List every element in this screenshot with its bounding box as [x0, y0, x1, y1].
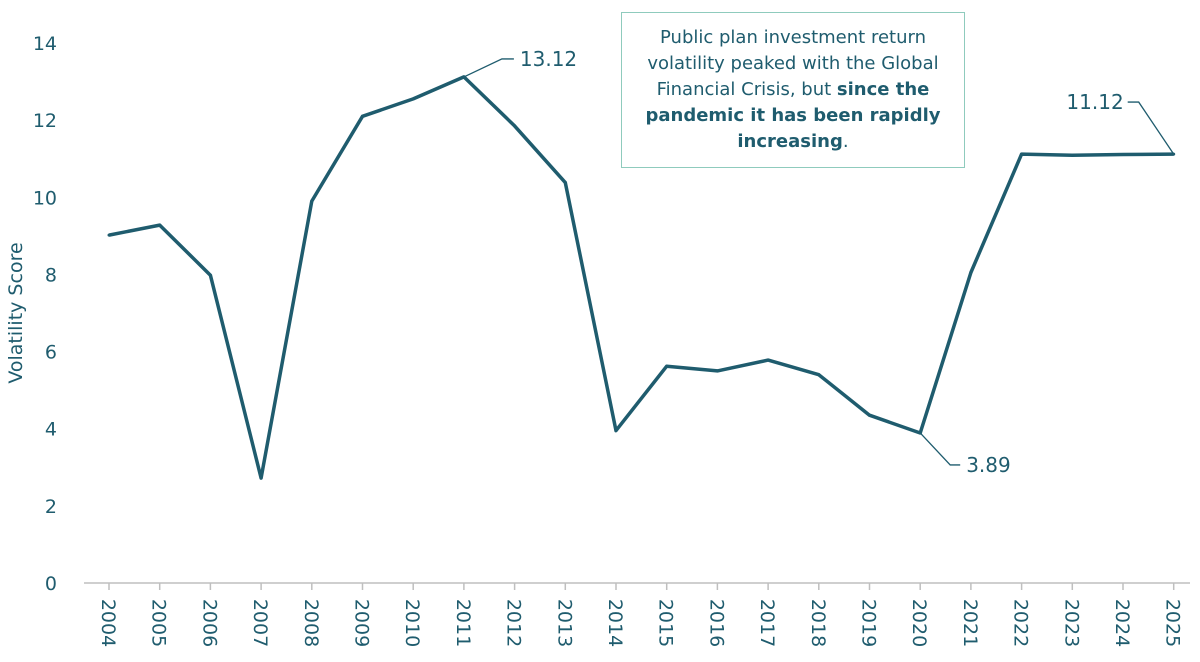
annotation-leader [919, 432, 961, 466]
data-point [868, 413, 871, 417]
x-tick-label: 2024 [1111, 599, 1133, 647]
y-tick-label: 4 [45, 419, 57, 441]
data-point [107, 233, 111, 237]
x-tick-label: 2006 [198, 599, 220, 647]
data-point [259, 476, 263, 480]
x-tick-label: 2007 [249, 599, 271, 647]
x-tick-label: 2023 [1060, 599, 1082, 647]
data-point [1070, 153, 1074, 157]
y-tick-label: 2 [45, 496, 57, 518]
data-label: 11.12 [1066, 90, 1123, 114]
x-tick-label: 2009 [351, 599, 373, 647]
data-point [158, 223, 162, 227]
y-axis-ticks: 0 2 4 6 8 10 12 14 [33, 33, 57, 595]
callout-text-regular: Public plan investment return volatility… [647, 27, 939, 100]
data-point [411, 97, 415, 101]
y-tick-label: 6 [45, 342, 57, 364]
x-tick-label: 2011 [452, 599, 474, 647]
data-point [208, 273, 212, 277]
y-tick-label: 10 [33, 187, 57, 209]
callout-text-bold: since the pandemic it has been rapidly i… [645, 79, 941, 152]
data-point [817, 373, 821, 377]
data-point [766, 358, 770, 362]
y-tick-label: 14 [33, 33, 57, 55]
annotation-leader [463, 58, 514, 78]
data-label: 3.89 [966, 453, 1011, 477]
data-points [107, 75, 1176, 480]
x-tick-label: 2020 [908, 599, 930, 647]
x-tick-label: 2008 [300, 599, 322, 647]
data-point [563, 181, 567, 185]
data-point [310, 199, 314, 203]
x-tick-label: 2016 [705, 599, 727, 647]
x-tick-label: 2025 [1162, 599, 1184, 647]
x-tick-label: 2014 [604, 599, 626, 647]
data-point [1121, 152, 1125, 156]
x-axis-ticks: 2004 2005 2006 2007 2008 2009 2010 2011 2012 2013… [97, 583, 1184, 647]
data-label: 13.12 [520, 47, 577, 71]
x-tick-label: 2021 [959, 599, 981, 647]
data-point [969, 271, 973, 274]
data-annotations: 13.12 3.89 11.12 [463, 47, 1175, 477]
callout-box: Public plan investment return volatility… [621, 12, 965, 168]
data-point [665, 364, 669, 368]
x-tick-label: 2013 [553, 599, 575, 647]
x-tick-label: 2004 [97, 599, 119, 647]
x-tick-label: 2010 [401, 599, 423, 647]
x-tick-label: 2018 [807, 599, 829, 647]
x-tick-label: 2019 [858, 599, 880, 647]
y-tick-label: 8 [45, 264, 57, 286]
data-point [361, 114, 364, 118]
x-tick-label: 2022 [1010, 599, 1032, 647]
volatility-line [108, 75, 1174, 480]
y-tick-label: 12 [33, 110, 57, 132]
data-point [513, 124, 517, 128]
y-tick-label: 0 [45, 573, 57, 595]
data-point [1020, 152, 1024, 156]
data-point [715, 369, 719, 373]
x-tick-label: 2017 [756, 599, 778, 647]
x-tick-label: 2005 [148, 599, 170, 647]
callout-text: Public plan investment return volatility… [632, 25, 954, 155]
y-axis-title: Volatility Score [5, 242, 27, 383]
x-tick-label: 2015 [655, 599, 677, 647]
annotation-leader [1127, 101, 1175, 155]
callout-text-end: . [842, 131, 849, 152]
x-tick-label: 2012 [503, 599, 525, 647]
data-point [614, 429, 618, 433]
